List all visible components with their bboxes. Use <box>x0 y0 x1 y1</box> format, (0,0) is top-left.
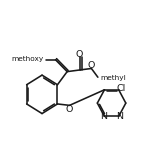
Text: N: N <box>100 112 107 121</box>
Text: O: O <box>66 105 73 114</box>
Text: O: O <box>75 50 83 59</box>
Text: N: N <box>116 112 123 121</box>
Text: methoxy: methoxy <box>11 56 43 62</box>
Text: O: O <box>88 61 95 70</box>
Text: Cl: Cl <box>117 84 126 93</box>
Text: methyl: methyl <box>100 75 126 81</box>
